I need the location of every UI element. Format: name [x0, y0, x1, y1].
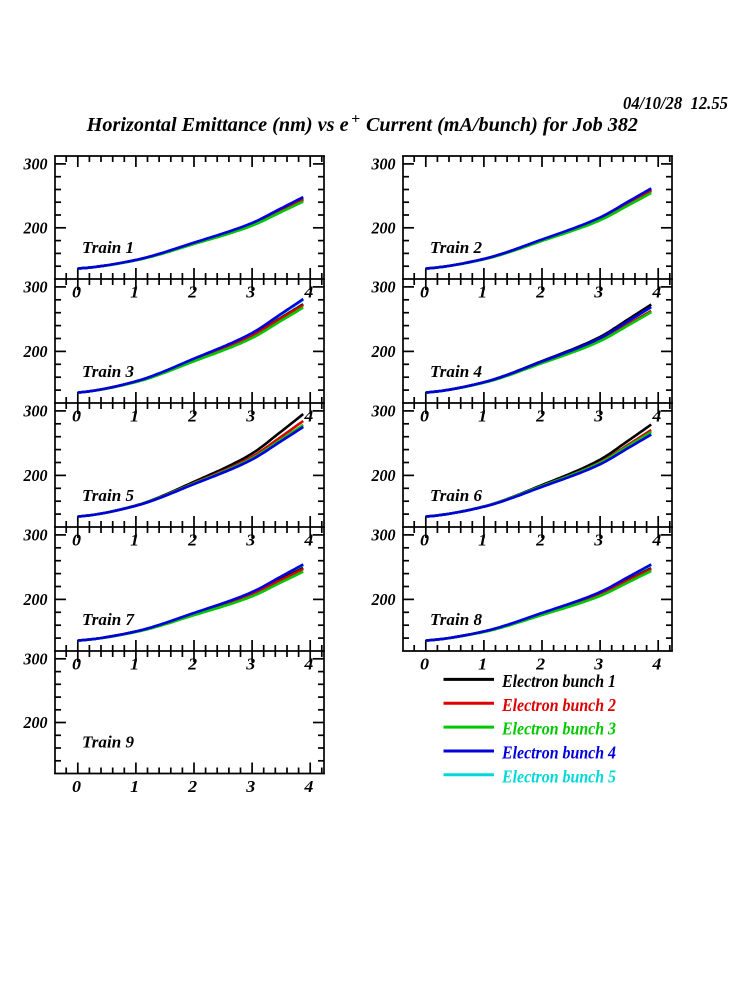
svg-text:0: 0 — [72, 777, 82, 796]
svg-text:Train 3: Train 3 — [82, 362, 135, 381]
svg-text:2: 2 — [535, 531, 546, 550]
svg-text:3: 3 — [245, 283, 256, 302]
svg-text:2: 2 — [187, 531, 198, 550]
svg-text:1: 1 — [478, 407, 487, 426]
svg-text:+: + — [351, 112, 360, 128]
svg-text:4: 4 — [651, 283, 661, 302]
svg-text:0: 0 — [420, 407, 430, 426]
svg-text:04/10/28 12.55: 04/10/28 12.55 — [623, 93, 728, 113]
svg-text:200: 200 — [371, 466, 396, 485]
svg-text:4: 4 — [303, 531, 313, 550]
svg-text:3: 3 — [245, 531, 256, 550]
svg-text:1: 1 — [130, 283, 139, 302]
svg-text:Train 6: Train 6 — [430, 486, 483, 505]
svg-text:300: 300 — [371, 154, 396, 173]
svg-text:Train 2: Train 2 — [430, 238, 483, 257]
svg-text:200: 200 — [23, 466, 48, 485]
svg-text:Train 4: Train 4 — [430, 362, 482, 381]
svg-text:200: 200 — [23, 218, 48, 237]
svg-text:300: 300 — [23, 401, 48, 420]
svg-text:0: 0 — [420, 283, 430, 302]
svg-text:Current (mA/bunch) for Job 382: Current (mA/bunch) for Job 382 — [366, 114, 638, 136]
svg-text:200: 200 — [371, 218, 396, 237]
svg-text:3: 3 — [245, 777, 256, 796]
svg-text:200: 200 — [371, 590, 396, 609]
svg-text:1: 1 — [130, 655, 139, 674]
svg-text:0: 0 — [72, 655, 82, 674]
svg-text:2: 2 — [535, 655, 546, 674]
svg-text:300: 300 — [371, 277, 396, 296]
svg-text:1: 1 — [130, 777, 139, 796]
svg-text:2: 2 — [535, 407, 546, 426]
svg-text:0: 0 — [72, 283, 82, 302]
svg-text:300: 300 — [23, 525, 48, 544]
svg-text:4: 4 — [651, 531, 661, 550]
svg-text:2: 2 — [187, 283, 198, 302]
svg-text:Train 1: Train 1 — [82, 238, 134, 257]
svg-text:2: 2 — [187, 407, 198, 426]
svg-text:Train 9: Train 9 — [82, 733, 135, 752]
svg-text:4: 4 — [651, 407, 661, 426]
svg-text:Electron bunch 5: Electron bunch 5 — [501, 766, 616, 786]
svg-text:1: 1 — [130, 407, 139, 426]
svg-text:3: 3 — [593, 407, 604, 426]
svg-text:1: 1 — [478, 655, 487, 674]
svg-text:200: 200 — [371, 342, 396, 361]
svg-text:Train 8: Train 8 — [430, 610, 483, 629]
svg-text:Electron bunch 1: Electron bunch 1 — [501, 671, 616, 691]
svg-text:1: 1 — [478, 283, 487, 302]
svg-text:200: 200 — [23, 590, 48, 609]
svg-text:2: 2 — [187, 655, 198, 674]
svg-text:300: 300 — [23, 154, 48, 173]
svg-text:3: 3 — [593, 655, 604, 674]
svg-text:3: 3 — [245, 655, 256, 674]
svg-text:300: 300 — [23, 649, 48, 668]
svg-text:Horizontal Emittance (nm) vs e: Horizontal Emittance (nm) vs e — [86, 114, 349, 136]
svg-text:0: 0 — [420, 655, 430, 674]
svg-text:300: 300 — [371, 401, 396, 420]
svg-text:4: 4 — [651, 655, 661, 674]
svg-text:4: 4 — [303, 655, 313, 674]
svg-text:Train 5: Train 5 — [82, 486, 135, 505]
svg-text:Electron bunch 3: Electron bunch 3 — [501, 719, 616, 739]
svg-text:4: 4 — [303, 283, 313, 302]
svg-text:3: 3 — [593, 531, 604, 550]
svg-text:Electron bunch 4: Electron bunch 4 — [501, 743, 616, 763]
svg-text:4: 4 — [303, 407, 313, 426]
svg-text:0: 0 — [420, 531, 430, 550]
svg-text:1: 1 — [478, 531, 487, 550]
svg-text:Train 7: Train 7 — [82, 610, 136, 629]
svg-text:2: 2 — [535, 283, 546, 302]
svg-text:200: 200 — [23, 713, 48, 732]
svg-text:3: 3 — [593, 283, 604, 302]
svg-text:3: 3 — [245, 407, 256, 426]
svg-text:200: 200 — [23, 342, 48, 361]
svg-text:0: 0 — [72, 531, 82, 550]
svg-text:0: 0 — [72, 407, 82, 426]
svg-text:1: 1 — [130, 531, 139, 550]
svg-text:2: 2 — [187, 777, 198, 796]
svg-text:Electron bunch 2: Electron bunch 2 — [501, 695, 616, 715]
svg-text:300: 300 — [371, 525, 396, 544]
svg-text:4: 4 — [303, 777, 313, 796]
svg-text:300: 300 — [23, 277, 48, 296]
